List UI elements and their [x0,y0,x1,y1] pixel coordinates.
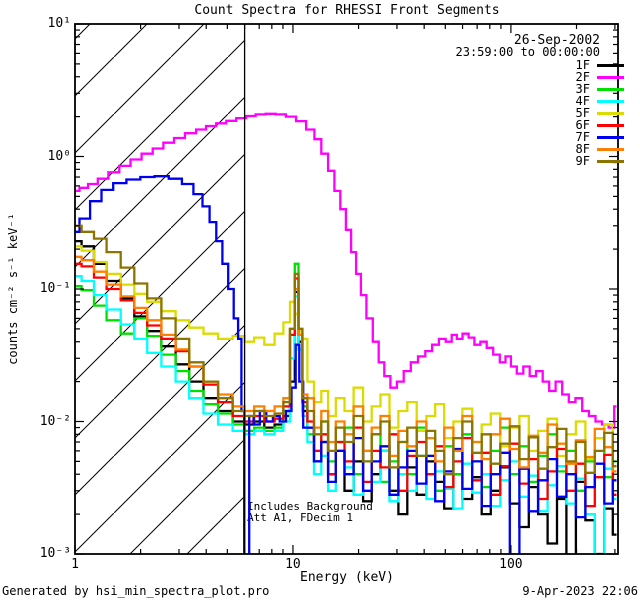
legend-entry-6F: 6F [576,119,624,131]
legend-color-line [597,135,624,139]
legend-color-line [597,87,624,91]
legend-entry-8F: 8F [576,143,624,155]
x-tick-label: 1 [71,557,79,572]
y-tick-label: 10⁰ [47,148,71,164]
series-group [75,112,617,554]
legend-label: 6F [575,118,590,132]
annotation-includes-background: Includes Background [247,500,373,513]
legend-entry-5F: 5F [576,107,624,119]
chart-title: Count Spectra for RHESSI Front Segments [194,3,500,18]
y-tick-label: 10⁻² [39,413,71,429]
y-tick-label: 10¹ [47,16,71,31]
legend-entry-3F: 3F [576,83,624,95]
series-3F [75,262,617,492]
series-1F [75,239,617,554]
annotation-attenuator-state: Att A1, FDecim 1 [247,511,353,524]
series-7F [75,175,617,554]
legend-date: 26-Sep-2002 [513,33,600,48]
legend-label: 4F [575,94,590,108]
legend-color-line [597,159,624,163]
legend-label: 2F [575,70,590,84]
y-axis-label: counts cm⁻² s⁻¹ keV⁻¹ [6,213,20,365]
series-2F [75,112,617,429]
x-tick-label: 100 [499,557,523,572]
legend-entry-9F: 9F [576,155,624,167]
x-tick-label: 10 [285,557,301,572]
legend-color-line [597,99,624,103]
legend-time-range: 23:59:00 to 00:00:00 [455,45,601,59]
y-tick-label: 10⁻¹ [39,281,71,296]
series-4F [75,275,617,554]
legend-color-line [597,75,624,79]
hatch-region [75,24,245,554]
axis-ticks [74,23,618,555]
legend-color-line [597,63,624,67]
legend-entry-7F: 7F [576,131,624,143]
legend-color-line [597,111,624,115]
legend-entry-2F: 2F [576,71,624,83]
x-axis-label: Energy (keV) [300,570,394,585]
legend-label: 3F [575,82,590,96]
legend-label: 1F [575,58,590,72]
legend-label: 7F [575,130,590,144]
footer-timestamp: 9-Apr-2023 22:06 [522,584,638,598]
legend-color-line [597,147,624,151]
series-5F [75,245,617,461]
legend-entry-4F: 4F [576,95,624,107]
legend-entry-1F: 1F [576,59,624,71]
footer-generator: Generated by hsi_min_spectra_plot.pro [2,584,270,598]
series-9F [75,224,617,476]
y-tick-label: 10⁻³ [39,546,71,561]
legend: 1F 2F 3F 4F 5F 6F 7F 8F 9F [576,59,624,167]
legend-label: 5F [575,106,590,120]
legend-color-line [597,123,624,127]
series-8F [75,255,617,473]
legend-label: 8F [575,142,590,156]
legend-label: 9F [575,154,590,168]
